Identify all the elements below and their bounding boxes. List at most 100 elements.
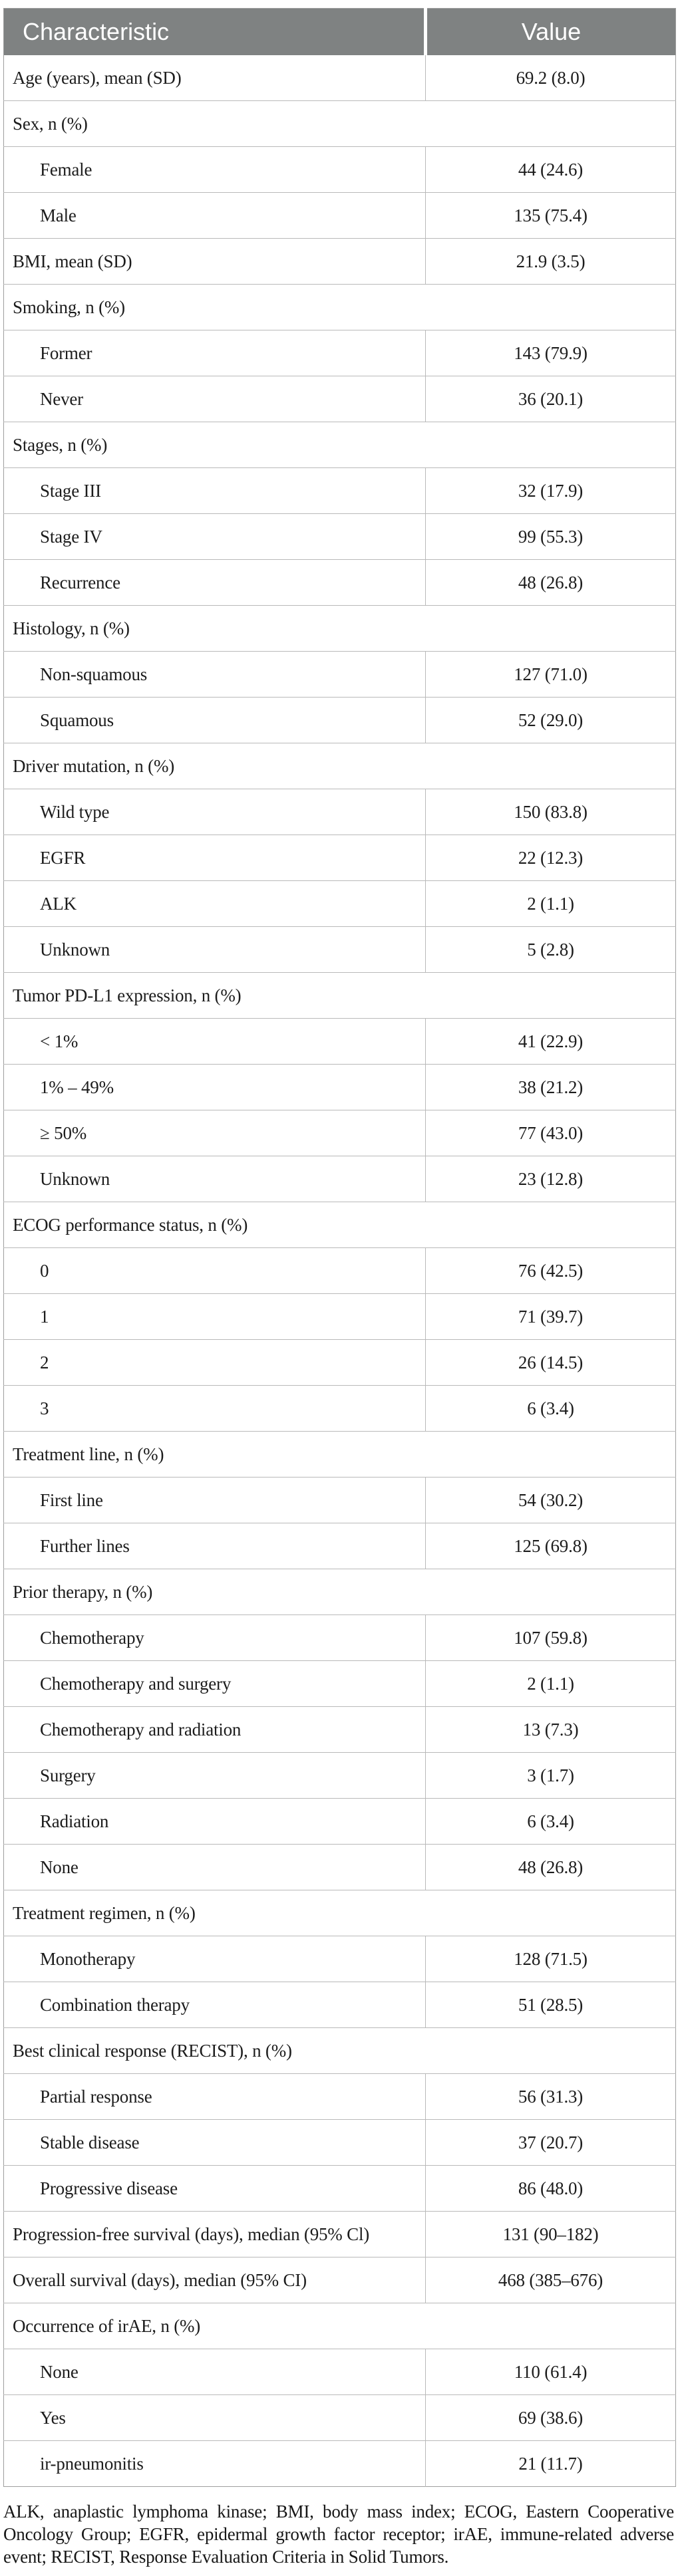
table-body: Age (years), mean (SD) 69.2 (8.0) Sex, n (… [3, 55, 676, 2487]
row-value: 3 (1.7) [425, 1752, 676, 1799]
row-label: < 1% [3, 1018, 426, 1065]
row-label: 2 [3, 1339, 426, 1386]
row-value: 69.2 (8.0) [425, 55, 676, 101]
row-value: 69 (38.6) [425, 2394, 676, 2441]
table-row: Chemotherapy and radiation 13 (7.3) [3, 1706, 676, 1753]
row-category-label: Smoking, n (%) [3, 284, 676, 330]
row-label: 1 [3, 1293, 426, 1340]
table-row: Unknown 5 (2.8) [3, 926, 676, 973]
table-row: ir-pneumonitis 21 (11.7) [3, 2440, 676, 2487]
row-label: 3 [3, 1385, 426, 1432]
row-label: Recurrence [3, 559, 426, 606]
row-value: 6 (3.4) [425, 1385, 676, 1432]
row-value: 99 (55.3) [425, 513, 676, 560]
row-category-label: Sex, n (%) [3, 100, 676, 147]
row-label: Wild type [3, 789, 426, 835]
row-label: EGFR [3, 835, 426, 881]
row-value: 48 (26.8) [425, 1844, 676, 1890]
table-row: Squamous 52 (29.0) [3, 697, 676, 743]
row-value: 71 (39.7) [425, 1293, 676, 1340]
row-label: Former [3, 330, 426, 376]
table-row: Partial response 56 (31.3) [3, 2073, 676, 2120]
table-row: Chemotherapy and surgery 2 (1.1) [3, 1660, 676, 1707]
row-label: Chemotherapy [3, 1614, 426, 1661]
row-category-label: ECOG performance status, n (%) [3, 1202, 676, 1248]
row-category-label: Occurrence of irAE, n (%) [3, 2303, 676, 2349]
table-row: Wild type 150 (83.8) [3, 789, 676, 835]
table-row: Tumor PD-L1 expression, n (%) [3, 972, 676, 1019]
row-label: ir-pneumonitis [3, 2440, 426, 2487]
table-row: Stage III 32 (17.9) [3, 467, 676, 514]
table-row: 1 71 (39.7) [3, 1293, 676, 1340]
table-row: Yes 69 (38.6) [3, 2394, 676, 2441]
row-label: Age (years), mean (SD) [13, 67, 182, 88]
table-row: First line 54 (30.2) [3, 1477, 676, 1523]
table-row: Monotherapy 128 (71.5) [3, 1936, 676, 1982]
table-row: Occurrence of irAE, n (%) [3, 2303, 676, 2349]
table-footnote: ALK, anaplastic lymphoma kinase; BMI, bo… [3, 2502, 674, 2567]
table-row: Progressive disease 86 (48.0) [3, 2165, 676, 2212]
row-value: 21 (11.7) [425, 2440, 676, 2487]
row-label: Squamous [3, 697, 426, 743]
row-value: 468 (385–676) [425, 2257, 676, 2303]
row-value: 23 (12.8) [425, 1156, 676, 1202]
row-label: ≥ 50% [3, 1110, 426, 1156]
row-value: 127 (71.0) [425, 651, 676, 698]
table-row: None 48 (26.8) [3, 1844, 676, 1890]
row-value: 41 (22.9) [425, 1018, 676, 1065]
table-row: Age (years), mean (SD) 69.2 (8.0) [4, 55, 676, 101]
row-value: 135 (75.4) [425, 192, 676, 239]
table-row: Stable disease 37 (20.7) [3, 2119, 676, 2166]
table-row: Best clinical response (RECIST), n (%) [3, 2027, 676, 2074]
table-row: ECOG performance status, n (%) [3, 1202, 676, 1248]
row-value: 107 (59.8) [425, 1614, 676, 1661]
row-label: Stage IV [3, 513, 426, 560]
patient-characteristics-table: Characteristic Value Age (years), mean (… [3, 8, 676, 2487]
row-label: Monotherapy [3, 1936, 426, 1982]
table-row: Radiation 6 (3.4) [3, 1798, 676, 1845]
table-row: EGFR 22 (12.3) [3, 835, 676, 881]
row-label: None [3, 2349, 426, 2395]
row-label: Yes [3, 2394, 426, 2441]
row-category-label: Prior therapy, n (%) [3, 1569, 676, 1615]
table-row: Never 36 (20.1) [3, 376, 676, 422]
row-label: ALK [3, 880, 426, 927]
row-value: 38 (21.2) [425, 1064, 676, 1110]
row-category-label: Histology, n (%) [3, 605, 676, 652]
row-label: Overall survival (days), median (95% CI) [3, 2257, 426, 2303]
row-label: Unknown [3, 926, 426, 973]
table-row: Further lines 125 (69.8) [3, 1523, 676, 1569]
row-category-label: Best clinical response (RECIST), n (%) [3, 2027, 676, 2074]
row-value: 37 (20.7) [425, 2119, 676, 2166]
table-row: 2 26 (14.5) [3, 1339, 676, 1386]
row-label: Surgery [3, 1752, 426, 1799]
table-row: Prior therapy, n (%) [3, 1569, 676, 1615]
table-row: Surgery 3 (1.7) [3, 1752, 676, 1799]
row-category-label: Stages, n (%) [3, 422, 676, 468]
row-value: 143 (79.9) [425, 330, 676, 376]
row-label: Never [3, 376, 426, 422]
row-value: 21.9 (3.5) [425, 238, 676, 285]
table-row: 1% – 49% 38 (21.2) [3, 1064, 676, 1110]
row-value: 150 (83.8) [425, 789, 676, 835]
row-value: 5 (2.8) [425, 926, 676, 973]
row-value: 6 (3.4) [425, 1798, 676, 1845]
row-label: Chemotherapy and radiation [3, 1706, 426, 1753]
table-row: Non-squamous 127 (71.0) [3, 651, 676, 698]
table-row: < 1% 41 (22.9) [3, 1018, 676, 1065]
table-row: Treatment regimen, n (%) [3, 1890, 676, 1936]
row-value: 48 (26.8) [425, 559, 676, 606]
table-row: Recurrence 48 (26.8) [3, 559, 676, 606]
row-label: 1% – 49% [3, 1064, 426, 1110]
row-value: 2 (1.1) [425, 880, 676, 927]
table-row: Stage IV 99 (55.3) [3, 513, 676, 560]
row-label: Progressive disease [3, 2165, 426, 2212]
table-row: Histology, n (%) [3, 605, 676, 652]
table-row: Former 143 (79.9) [3, 330, 676, 376]
table-row: Progression-free survival (days), median… [3, 2211, 676, 2257]
column-header-value: Value [424, 8, 676, 55]
row-value: 13 (7.3) [425, 1706, 676, 1753]
row-label: Chemotherapy and surgery [3, 1660, 426, 1707]
